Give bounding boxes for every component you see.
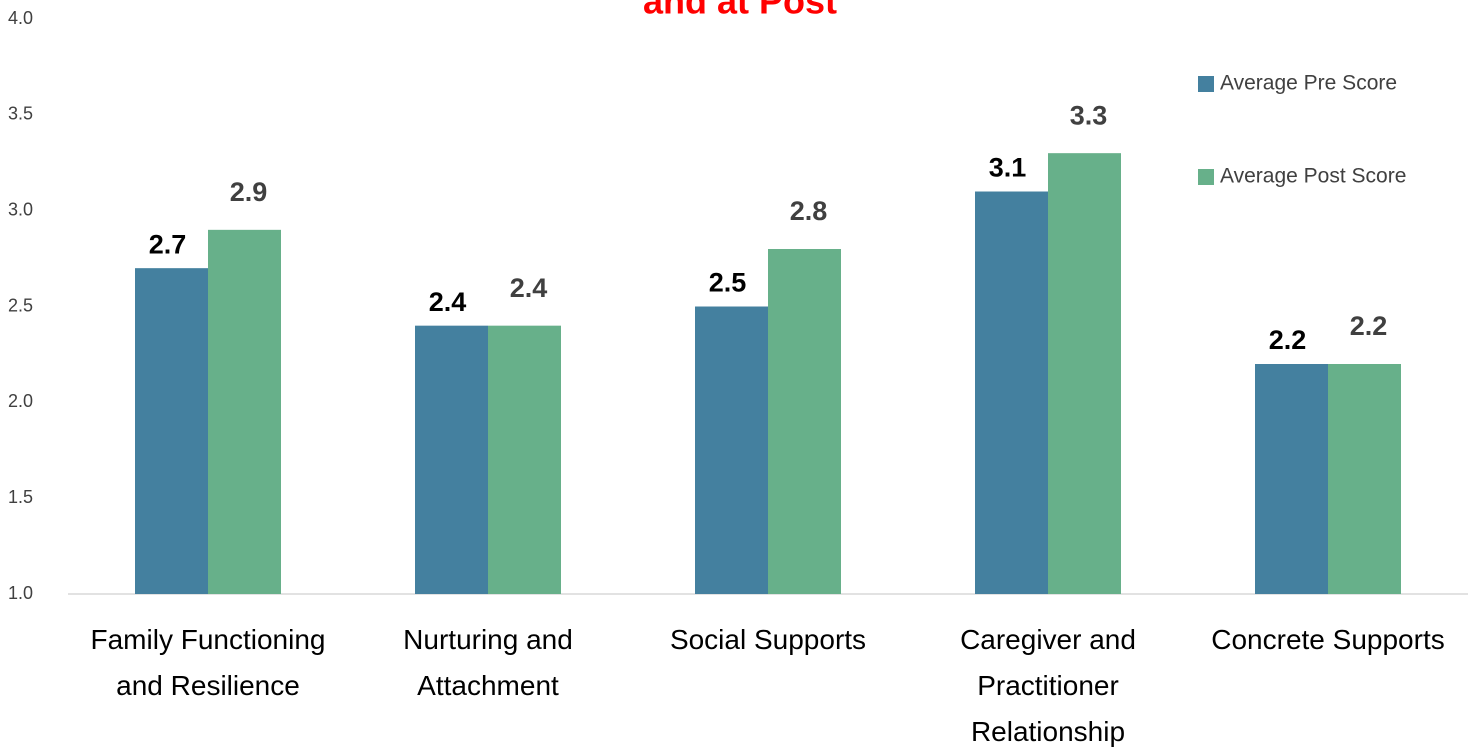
data-label: 3.1: [989, 153, 1027, 183]
data-label: 2.8: [790, 196, 828, 226]
bar: [1328, 364, 1401, 594]
legend-label: Average Pre Score: [1220, 72, 1397, 95]
data-label: 2.2: [1350, 311, 1388, 341]
bar: [768, 249, 841, 594]
y-tick-label: 1.5: [8, 487, 33, 507]
legend-swatch: [1198, 76, 1214, 92]
bar: [695, 306, 768, 594]
y-tick-label: 2.5: [8, 295, 33, 315]
bar: [488, 325, 561, 594]
bar: [415, 325, 488, 594]
data-label: 2.2: [1269, 325, 1307, 355]
chart-title: and at Post: [643, 0, 837, 22]
y-tick-label: 3.5: [8, 104, 33, 124]
x-tick-label: Family Functioning and Resilience: [90, 624, 326, 701]
x-tick-label: Concrete Supports: [1211, 624, 1445, 655]
data-label: 2.5: [709, 268, 747, 298]
data-label: 3.3: [1070, 100, 1108, 130]
x-tick-label: Caregiver and Practitioner Relationship: [960, 624, 1136, 747]
bar: [1048, 153, 1121, 594]
y-tick-label: 2.0: [8, 391, 33, 411]
y-tick-label: 1.0: [8, 583, 33, 603]
y-tick-label: 4.0: [8, 8, 33, 28]
bar: [975, 191, 1048, 594]
bar: [135, 268, 208, 594]
x-tick-label: Social Supports: [669, 624, 867, 655]
data-label: 2.4: [429, 287, 467, 317]
bar: [1255, 364, 1328, 594]
bar: [208, 229, 281, 595]
legend-swatch: [1198, 169, 1214, 185]
y-tick-label: 3.0: [8, 199, 33, 219]
data-label: 2.9: [230, 177, 268, 207]
data-label: 2.4: [510, 273, 548, 303]
data-label: 2.7: [149, 229, 187, 259]
legend-label: Average Post Score: [1220, 165, 1406, 188]
x-tick-label: Nurturing and Attachment: [403, 624, 573, 701]
